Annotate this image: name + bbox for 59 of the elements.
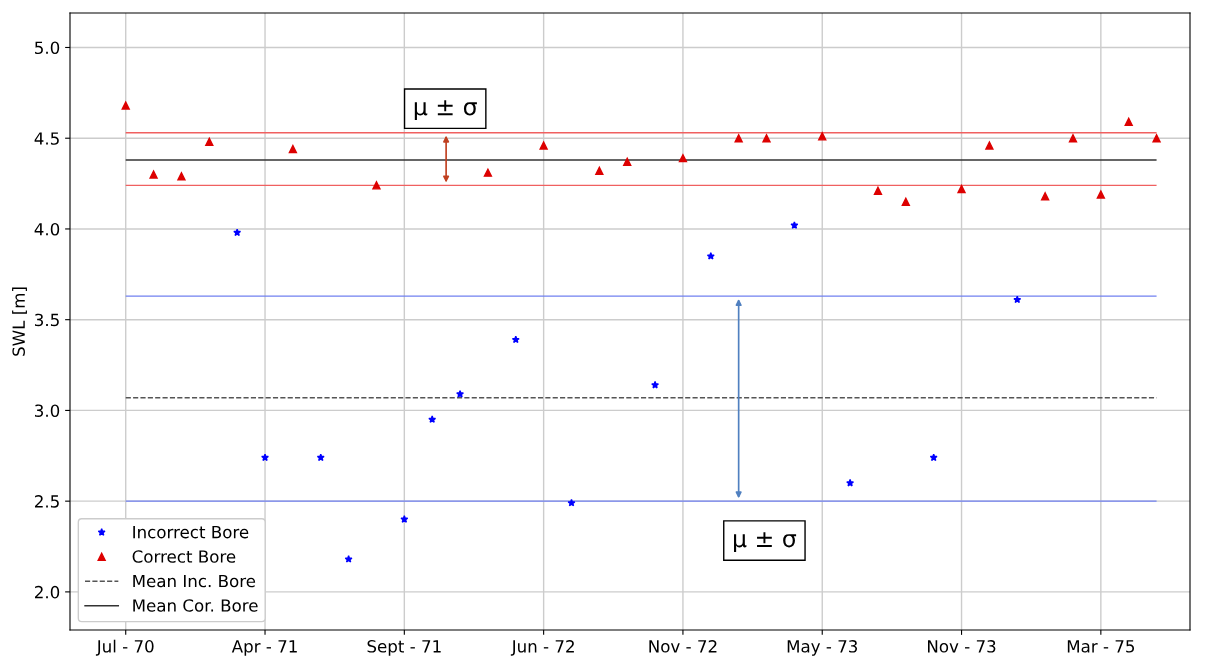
point [790, 221, 799, 229]
point [344, 555, 353, 563]
point [985, 141, 994, 150]
y-axis-title: SWL [m] [12, 287, 27, 356]
point [456, 389, 465, 398]
point [1068, 134, 1078, 143]
x-tick-label: Sept - 71 [367, 640, 441, 656]
annotation: μ ± σ [414, 100, 477, 121]
point [929, 453, 938, 462]
y-tick-label: 2.5 [34, 495, 59, 508]
point [1013, 295, 1022, 304]
point [818, 132, 827, 141]
point [762, 134, 771, 143]
annotation: μ ± σ [734, 532, 797, 552]
point [483, 168, 493, 177]
point [623, 157, 632, 166]
y-tick-label: 4.0 [34, 222, 60, 236]
x-tick-label: Mar - 75 [1067, 640, 1135, 653]
point [567, 498, 576, 507]
point [706, 252, 715, 260]
x-tick-label: Apr - 71 [231, 640, 297, 656]
legend-label: Mean Cor. Bore [133, 599, 258, 612]
point [400, 515, 409, 523]
point [149, 170, 158, 179]
x-tick-label: Nov - 72 [649, 640, 717, 653]
point [177, 172, 186, 181]
x-tick-label: Nov - 73 [928, 640, 996, 653]
point [428, 415, 437, 423]
point [539, 141, 548, 150]
point [678, 154, 688, 163]
point [1124, 117, 1133, 127]
legend-label: Incorrect Bore [133, 525, 249, 539]
point [734, 134, 743, 143]
point [1040, 192, 1050, 201]
point [1096, 190, 1106, 199]
point [846, 478, 855, 487]
point [957, 184, 966, 194]
point [511, 335, 520, 344]
legend-label: Correct Bore [132, 550, 236, 563]
point [901, 197, 910, 206]
point [233, 228, 242, 237]
y-tick-label: 3.0 [35, 404, 60, 417]
point [595, 166, 604, 176]
y-tick-label: 4.5 [34, 132, 59, 145]
point [205, 137, 214, 147]
point [873, 186, 883, 196]
y-tick-label: 5.0 [35, 41, 60, 55]
point [372, 181, 381, 190]
point [288, 144, 298, 154]
point [651, 380, 660, 389]
x-tick-label: Jun - 72 [510, 640, 574, 656]
y-tick-label: 3.5 [35, 313, 59, 327]
point [316, 453, 325, 462]
x-tick-label: May - 73 [787, 640, 858, 656]
y-tick-label: 2.0 [34, 585, 60, 599]
legend-label: Mean Inc. Bore [133, 574, 256, 588]
point [1152, 134, 1161, 143]
point [121, 101, 130, 110]
x-tick-label: Jul - 70 [95, 639, 154, 656]
